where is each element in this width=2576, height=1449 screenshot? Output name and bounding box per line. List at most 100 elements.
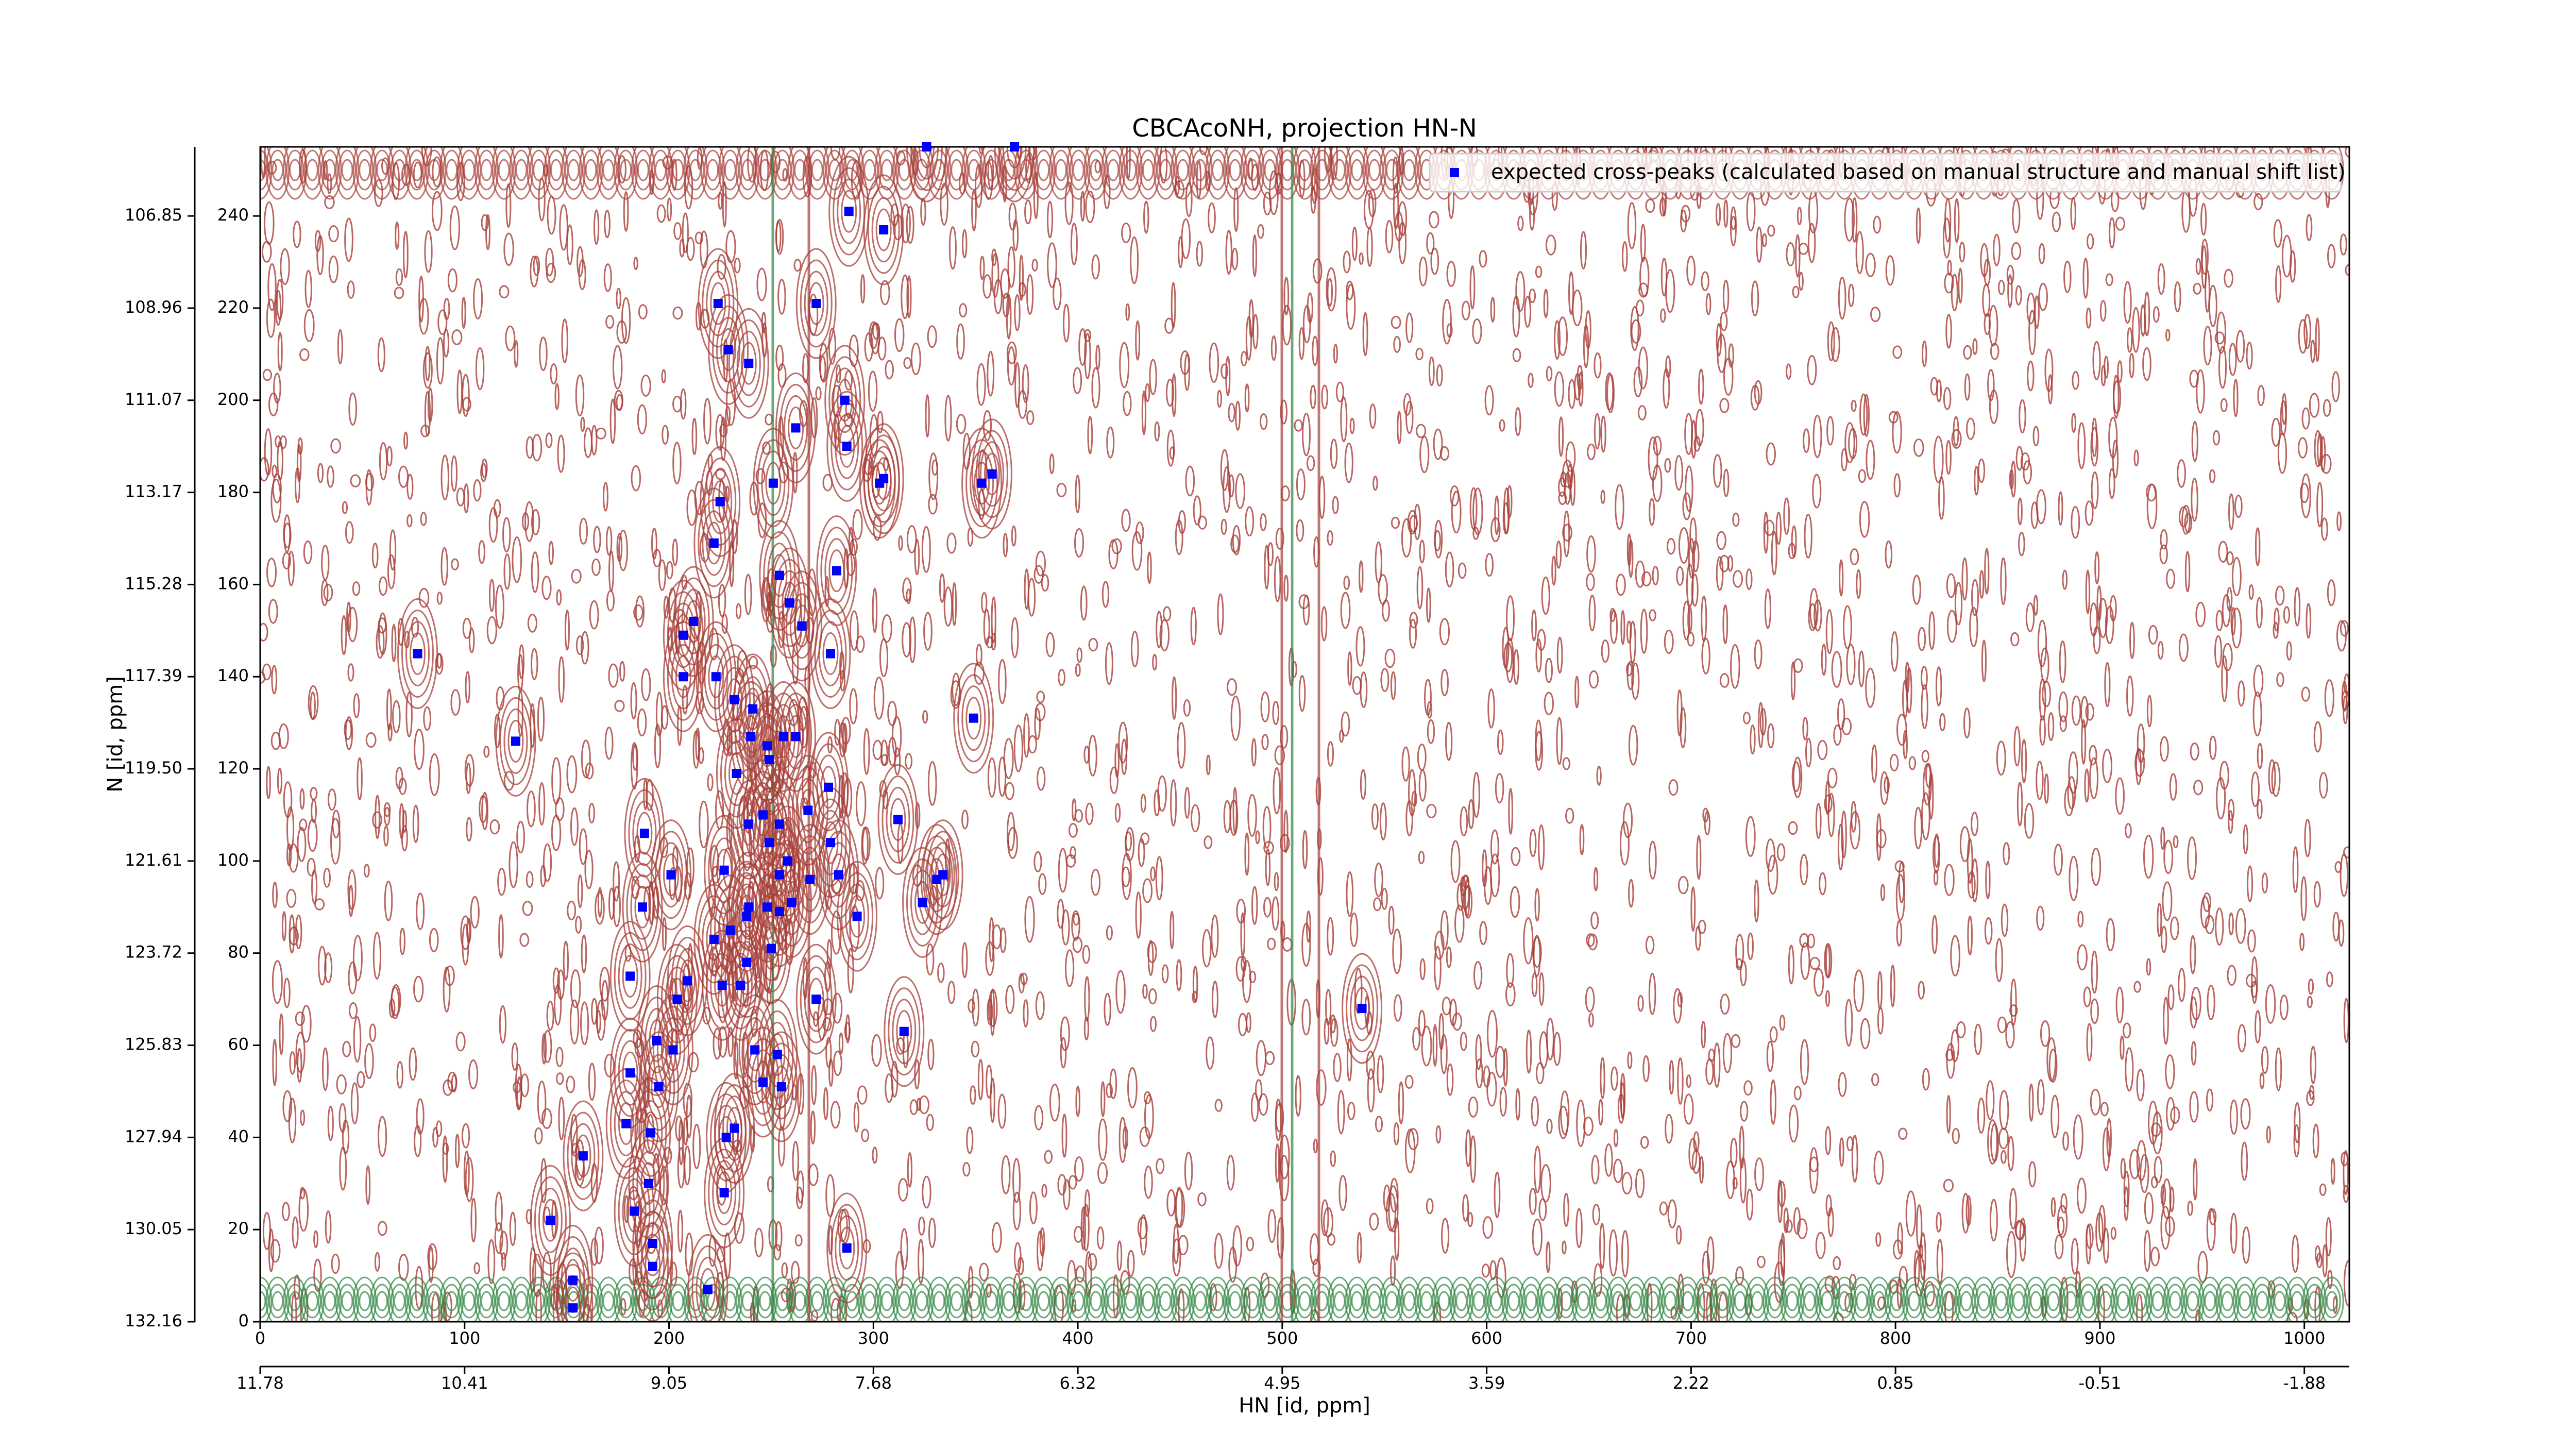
contour bbox=[1534, 888, 1540, 922]
contour bbox=[2252, 691, 2262, 737]
contour bbox=[1455, 1291, 1468, 1311]
contour bbox=[2083, 986, 2092, 1007]
contour bbox=[1565, 807, 1574, 824]
contour bbox=[2259, 1072, 2265, 1089]
contour bbox=[1554, 371, 1565, 407]
contour bbox=[1136, 147, 1160, 200]
contour bbox=[317, 147, 342, 200]
contour bbox=[2015, 285, 2022, 306]
contour bbox=[2257, 799, 2263, 820]
contour bbox=[925, 943, 935, 976]
contour bbox=[365, 469, 372, 506]
contour bbox=[700, 230, 708, 269]
contour bbox=[1245, 506, 1255, 537]
contour bbox=[503, 553, 511, 590]
contour bbox=[1075, 1085, 1080, 1117]
contour bbox=[353, 1016, 362, 1063]
marker bbox=[679, 672, 688, 682]
marker bbox=[672, 995, 682, 1004]
contour bbox=[811, 159, 823, 181]
contour bbox=[1176, 959, 1182, 991]
contour bbox=[673, 222, 682, 240]
peak-contour bbox=[609, 920, 651, 1032]
contour bbox=[2343, 998, 2349, 1043]
contour bbox=[307, 819, 318, 852]
contour bbox=[1156, 1158, 1165, 1174]
contour bbox=[1191, 1284, 1210, 1319]
contour bbox=[1405, 400, 1414, 434]
contour bbox=[552, 967, 560, 994]
contour bbox=[879, 280, 890, 306]
peak-contour bbox=[886, 786, 910, 852]
contour bbox=[1827, 767, 1838, 788]
contour bbox=[1800, 854, 1808, 886]
contour bbox=[321, 545, 330, 581]
contour bbox=[1154, 421, 1160, 442]
contour bbox=[1279, 1155, 1290, 1202]
contour bbox=[1732, 512, 1740, 527]
contour bbox=[286, 843, 292, 867]
contour bbox=[1232, 1225, 1242, 1267]
contour bbox=[1809, 588, 1819, 629]
contour bbox=[909, 616, 916, 664]
contour bbox=[1226, 1155, 1235, 1191]
contour bbox=[1405, 800, 1413, 837]
contour bbox=[1814, 968, 1824, 997]
peak-contour bbox=[837, 861, 878, 972]
contour bbox=[1791, 761, 1801, 793]
contour bbox=[601, 980, 609, 1021]
contour bbox=[272, 882, 278, 908]
contour bbox=[1225, 229, 1232, 275]
contour bbox=[1171, 1276, 1195, 1322]
contour bbox=[1893, 473, 1901, 498]
marker bbox=[648, 1239, 657, 1248]
x-tick-label: 900 bbox=[2084, 1328, 2115, 1348]
contour bbox=[2030, 501, 2039, 529]
contour bbox=[1098, 1118, 1108, 1161]
contour bbox=[551, 815, 562, 851]
contour bbox=[1951, 274, 1958, 312]
y-tick-label: 20 bbox=[228, 1219, 249, 1238]
contour bbox=[1946, 1094, 1951, 1134]
contour bbox=[1419, 540, 1425, 564]
contour bbox=[306, 159, 318, 181]
contour bbox=[1648, 972, 1656, 1015]
peak-contour bbox=[663, 621, 704, 732]
contour bbox=[2218, 1284, 2236, 1319]
contour bbox=[391, 624, 397, 663]
contour bbox=[2226, 587, 2233, 612]
contour bbox=[370, 147, 395, 200]
contour bbox=[2000, 557, 2007, 605]
contour bbox=[575, 916, 582, 934]
contour bbox=[1460, 806, 1468, 837]
contour bbox=[1482, 1216, 1494, 1239]
contour bbox=[1922, 1068, 1930, 1091]
peak-contour bbox=[800, 259, 833, 348]
contour bbox=[1560, 1090, 1570, 1135]
contour bbox=[1751, 280, 1759, 316]
contour bbox=[1060, 1037, 1067, 1069]
peak-contour bbox=[892, 999, 917, 1065]
marker bbox=[725, 925, 735, 935]
contour bbox=[1351, 1291, 1363, 1311]
contour bbox=[1392, 928, 1402, 974]
contour bbox=[499, 1231, 509, 1260]
contour bbox=[2091, 848, 2102, 886]
contour bbox=[531, 509, 540, 535]
contour bbox=[414, 729, 425, 770]
contour bbox=[2028, 310, 2037, 356]
contour bbox=[1197, 515, 1207, 530]
contour bbox=[1762, 1276, 1787, 1322]
contour bbox=[1071, 910, 1080, 941]
contour bbox=[2283, 606, 2291, 624]
contour bbox=[1427, 701, 1433, 719]
contour bbox=[1267, 937, 1276, 950]
contour bbox=[825, 1037, 832, 1068]
contour bbox=[1400, 1284, 1418, 1319]
contour bbox=[2125, 1047, 2134, 1092]
contour bbox=[741, 1291, 754, 1311]
peak-contour bbox=[702, 259, 735, 348]
contour bbox=[2005, 1021, 2015, 1049]
contour bbox=[1722, 604, 1728, 644]
contour bbox=[526, 871, 534, 888]
